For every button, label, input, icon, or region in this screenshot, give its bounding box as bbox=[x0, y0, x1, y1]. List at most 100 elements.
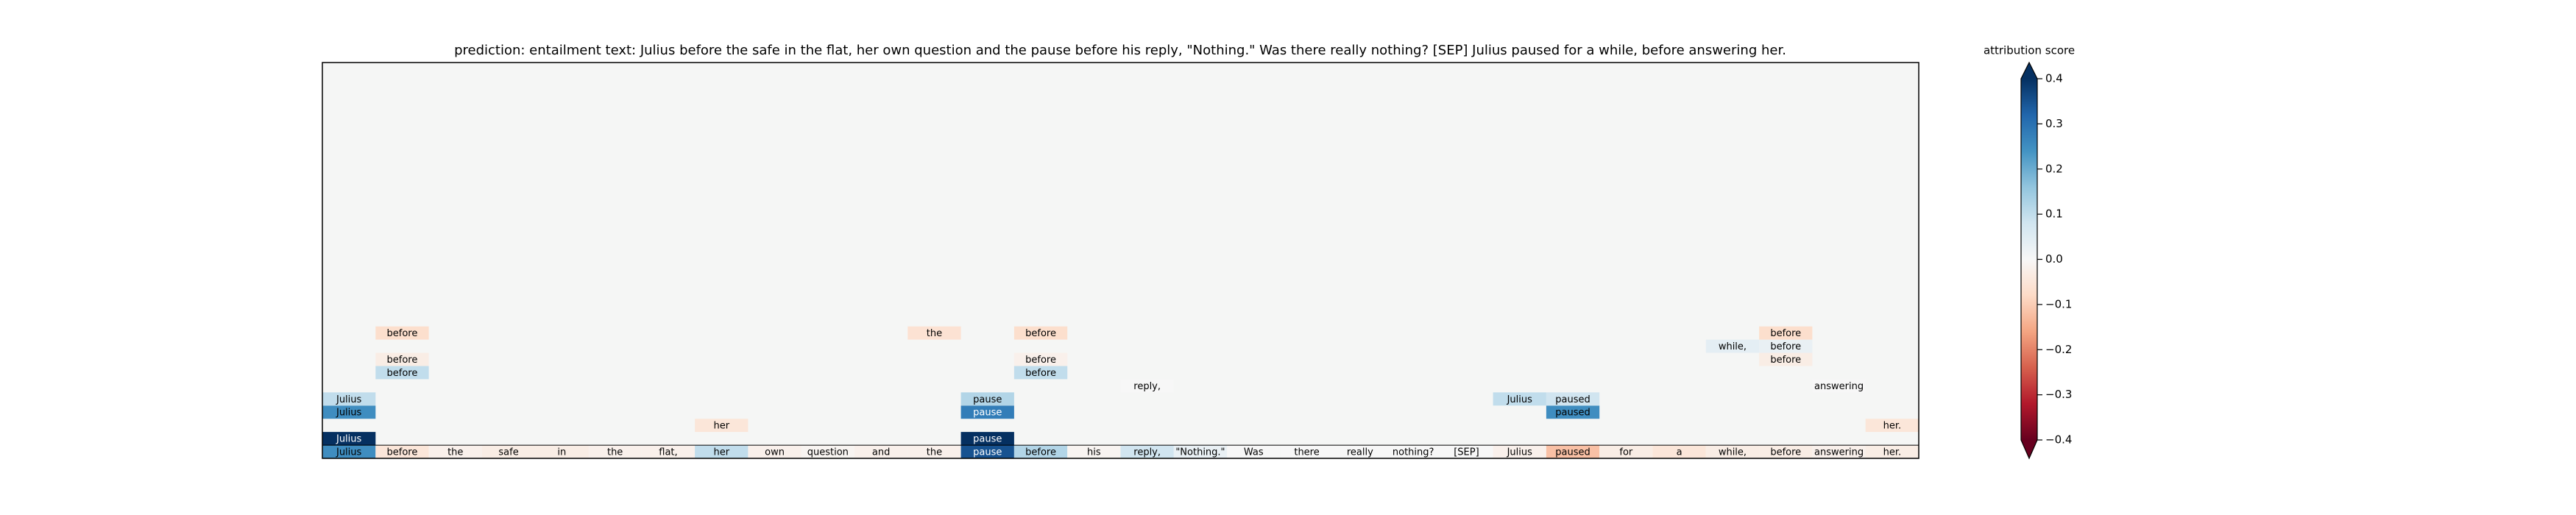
attribution-cell bbox=[1652, 445, 1706, 458]
token-label: paused bbox=[1555, 447, 1590, 458]
attribution-cell bbox=[960, 405, 1014, 419]
colorbar-tick-label: 0.2 bbox=[2045, 162, 2063, 175]
token-label: answering bbox=[1814, 447, 1864, 458]
token-label: her. bbox=[1883, 421, 1902, 432]
token-label: Julius bbox=[1507, 447, 1533, 458]
attribution-cell bbox=[1440, 445, 1493, 458]
attribution-cell bbox=[801, 445, 854, 458]
token-label: there bbox=[1294, 447, 1319, 458]
attribution-cell bbox=[907, 445, 961, 458]
attribution-cell bbox=[1865, 419, 1919, 433]
attribution-cell bbox=[1546, 445, 1600, 458]
attribution-cell bbox=[1013, 366, 1068, 380]
token-label: "Nothing." bbox=[1175, 447, 1225, 458]
token-label: in bbox=[557, 447, 566, 458]
attribution-cell bbox=[960, 432, 1014, 446]
token-label: a bbox=[1677, 447, 1682, 458]
attribution-cell bbox=[1013, 445, 1068, 458]
token-label: Julius bbox=[336, 394, 362, 405]
token-label: before bbox=[1025, 328, 1056, 339]
attribution-cell bbox=[1759, 326, 1813, 340]
token-label: nothing? bbox=[1393, 447, 1434, 458]
attribution-cell bbox=[322, 432, 376, 446]
attribution-cell bbox=[375, 445, 429, 458]
token-label: her bbox=[713, 421, 729, 432]
token-label: before bbox=[387, 447, 418, 458]
colorbar-tick-label: −0.3 bbox=[2045, 388, 2072, 401]
token-label: the bbox=[927, 447, 942, 458]
token-label: question bbox=[807, 447, 849, 458]
token-label: Was bbox=[1244, 447, 1264, 458]
token-label: Julius bbox=[1507, 394, 1533, 405]
attribution-cell bbox=[1333, 445, 1387, 458]
token-label: reply, bbox=[1133, 381, 1161, 392]
token-label: her. bbox=[1883, 447, 1902, 458]
token-label: before bbox=[1770, 447, 1801, 458]
token-label: reply, bbox=[1133, 447, 1161, 458]
token-label: pause bbox=[973, 394, 1002, 405]
attribution-cell bbox=[1493, 445, 1546, 458]
token-label: while, bbox=[1719, 341, 1747, 352]
attribution-cell bbox=[1013, 326, 1068, 340]
attribution-cell bbox=[641, 445, 696, 458]
token-label: while, bbox=[1719, 447, 1747, 458]
token-label: his bbox=[1087, 447, 1101, 458]
attribution-cell bbox=[1705, 339, 1760, 353]
chart-title: prediction: entailment text: Julius befo… bbox=[454, 43, 1786, 58]
token-label: Julius bbox=[336, 447, 362, 458]
colorbar-tick-label: 0.1 bbox=[2045, 207, 2063, 221]
colorbar-tick-label: 0.0 bbox=[2045, 252, 2063, 266]
attribution-cell bbox=[695, 445, 749, 458]
token-label: before bbox=[1770, 328, 1801, 339]
attribution-cell bbox=[1280, 445, 1334, 458]
token-label: [SEP] bbox=[1454, 447, 1479, 458]
token-label: before bbox=[1770, 355, 1801, 366]
colorbar-tick-label: −0.4 bbox=[2045, 433, 2072, 447]
attribution-cell bbox=[1067, 445, 1121, 458]
token-label: her bbox=[713, 447, 729, 458]
attribution-cell bbox=[960, 445, 1014, 458]
attribution-cell bbox=[535, 445, 589, 458]
colorbar-tick-label: 0.4 bbox=[2045, 72, 2063, 85]
attribution-cell bbox=[1546, 392, 1600, 406]
token-label: for bbox=[1619, 447, 1633, 458]
token-label: before bbox=[387, 355, 418, 366]
token-label: Julius bbox=[336, 408, 362, 419]
attribution-cell bbox=[1599, 445, 1653, 458]
attribution-cell bbox=[1759, 445, 1813, 458]
attribution-cell bbox=[907, 326, 961, 340]
attribution-cell bbox=[1120, 445, 1174, 458]
attribution-cell bbox=[375, 366, 429, 380]
token-label: the bbox=[927, 328, 942, 339]
token-label: own bbox=[765, 447, 785, 458]
token-label: before bbox=[387, 328, 418, 339]
plot-frame bbox=[322, 62, 1919, 459]
attribution-cell bbox=[1387, 445, 1440, 458]
colorbar-extend-top bbox=[2021, 63, 2037, 79]
token-label: safe bbox=[498, 447, 518, 458]
attribution-cell bbox=[1759, 339, 1813, 353]
attribution-cell bbox=[854, 445, 908, 458]
attribution-cell bbox=[322, 405, 376, 419]
token-label: before bbox=[1025, 447, 1056, 458]
attribution-cell bbox=[1120, 379, 1174, 393]
token-label: answering bbox=[1814, 381, 1864, 392]
attribution-cell bbox=[695, 419, 749, 433]
attribution-cell bbox=[1705, 445, 1760, 458]
attribution-cell bbox=[428, 445, 482, 458]
token-label: really bbox=[1347, 447, 1373, 458]
token-label: before bbox=[1025, 368, 1056, 379]
attribution-cell bbox=[375, 352, 429, 366]
plot-area bbox=[322, 63, 1919, 458]
token-label: and bbox=[872, 447, 890, 458]
attribution-cell bbox=[1812, 445, 1866, 458]
token-label: before bbox=[1770, 341, 1801, 352]
attribution-cell bbox=[588, 445, 642, 458]
colorbar-tick-label: 0.3 bbox=[2045, 117, 2063, 130]
attribution-cell bbox=[1227, 445, 1281, 458]
token-label: pause bbox=[973, 434, 1002, 445]
attribution-cell bbox=[748, 445, 802, 458]
token-label: pause bbox=[973, 447, 1002, 458]
token-label: Julius bbox=[336, 434, 362, 445]
